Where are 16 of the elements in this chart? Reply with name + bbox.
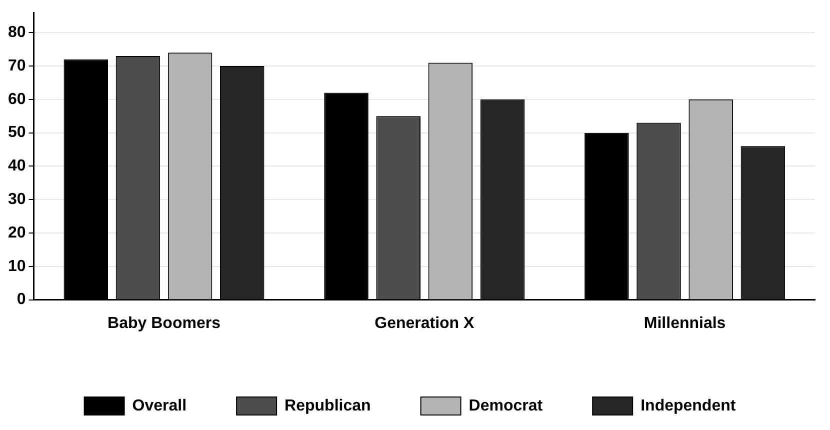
legend-label: Independent [640, 397, 736, 414]
x-tick-label: Millennials [644, 314, 726, 332]
y-tick-label: 50 [8, 124, 26, 142]
y-tick-label: 20 [8, 224, 26, 242]
y-tick-label: 40 [8, 158, 26, 175]
y-tick-label: 80 [8, 24, 26, 42]
x-tick-label: Baby Boomers [108, 314, 221, 332]
legend-label: Overall [132, 397, 187, 414]
y-tick-label: 10 [8, 258, 26, 275]
y-tick-label: 0 [16, 291, 26, 308]
legend-label: Republican [284, 397, 371, 414]
y-tick-label: 70 [8, 57, 26, 74]
y-tick-label: 30 [8, 191, 26, 208]
legend-label: Democrat [468, 397, 544, 414]
x-tick-label: Generation X [374, 314, 475, 332]
y-tick-label: 60 [8, 90, 26, 108]
